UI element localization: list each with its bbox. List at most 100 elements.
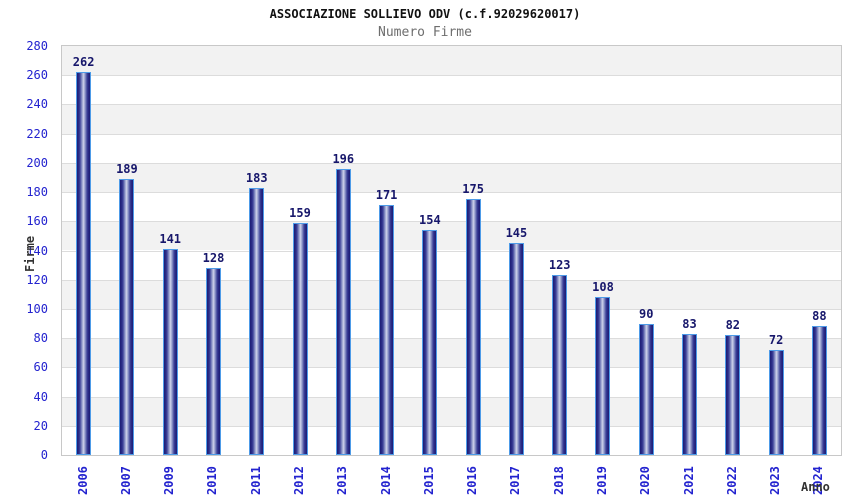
x-tick-label: 2023	[768, 466, 783, 495]
grid-band	[62, 133, 841, 163]
grid-line	[62, 396, 841, 398]
bar-value-label: 196	[332, 151, 355, 166]
bar	[811, 326, 827, 455]
grid-band	[62, 192, 841, 222]
bar-value-label: 141	[159, 232, 182, 247]
bar-value-label: 83	[682, 316, 697, 331]
grid-line	[62, 104, 841, 106]
grid-line	[62, 75, 841, 77]
bar	[552, 275, 568, 455]
bar	[162, 249, 178, 455]
x-tick-label: 2020	[638, 466, 653, 495]
x-tick-label: 2010	[205, 466, 220, 495]
grid-band	[62, 104, 841, 134]
y-tick-label: 0	[40, 448, 48, 462]
bar	[508, 243, 524, 455]
y-axis-title: Firme	[23, 235, 37, 272]
x-tick-label: 2022	[724, 466, 739, 495]
chart-title: ASSOCIAZIONE SOLLIEVO ODV (c.f.920296200…	[269, 7, 581, 21]
grid-line	[62, 425, 841, 427]
x-tick-label: 2011	[248, 466, 263, 495]
grid-band	[62, 46, 841, 76]
bar-value-label: 82	[725, 318, 741, 333]
grid-band	[62, 279, 841, 309]
bar	[205, 268, 221, 455]
bar-value-label: 108	[592, 280, 614, 295]
bar-value-label: 90	[639, 306, 654, 321]
y-tick-label: 280	[26, 39, 48, 53]
bar-value-label: 154	[419, 213, 441, 228]
x-axis-title: Anno	[801, 480, 830, 494]
bar	[335, 168, 351, 455]
bar-value-label: 159	[289, 205, 311, 220]
grid-band	[62, 221, 841, 251]
x-tick-label: 2009	[162, 466, 177, 495]
grid-band	[62, 367, 841, 397]
bar	[249, 187, 265, 455]
y-tick-label: 40	[33, 389, 48, 404]
grid-line	[62, 162, 841, 164]
x-tick-label: 2014	[378, 466, 393, 495]
grid-line	[62, 279, 841, 281]
bar	[76, 72, 92, 455]
bar	[768, 349, 784, 455]
x-tick-label: 2006	[75, 466, 90, 495]
y-tick-label: 200	[26, 155, 48, 170]
bar-value-label: 175	[462, 182, 484, 197]
bar	[682, 333, 698, 455]
y-tick-label: 80	[33, 331, 48, 346]
bar-value-label: 183	[245, 170, 268, 185]
bar-value-label: 189	[116, 161, 138, 176]
y-tick-label: 120	[26, 272, 48, 287]
grid-line	[62, 338, 841, 340]
bar	[379, 205, 395, 455]
grid-band	[62, 425, 841, 455]
y-tick-label: 20	[33, 418, 48, 433]
x-tick-label: 2015	[421, 466, 436, 495]
bar-value-label: 145	[505, 226, 528, 241]
grid-line	[62, 308, 841, 310]
x-tick-label: 2012	[292, 466, 307, 495]
y-tick-label: 160	[26, 214, 48, 229]
bar	[422, 230, 438, 455]
x-tick-label: 2021	[681, 466, 696, 495]
bar-value-label: 88	[812, 309, 827, 324]
bar-value-label: 123	[548, 258, 571, 273]
bar-value-label: 128	[202, 251, 225, 266]
grid-band	[62, 308, 841, 339]
bar	[595, 297, 611, 455]
y-tick-label: 100	[26, 301, 48, 316]
y-tick-label: 140	[26, 243, 48, 258]
grid-line	[62, 250, 841, 252]
y-tick-label: 240	[26, 97, 48, 112]
bar-value-label: 72	[768, 332, 784, 347]
bar	[638, 323, 654, 455]
grid-line	[62, 221, 841, 223]
y-tick-label: 180	[26, 185, 48, 200]
bar	[465, 199, 481, 455]
grid-band	[62, 162, 841, 193]
bar-value-label: 171	[375, 188, 398, 203]
plot-area	[62, 46, 841, 455]
grid-line	[62, 367, 841, 369]
grid-line	[62, 133, 841, 135]
x-tick-label: 2013	[335, 466, 350, 495]
grid-band	[62, 75, 841, 105]
y-tick-label: 60	[33, 360, 48, 375]
grid-band	[62, 338, 841, 368]
x-tick-label: 2016	[465, 466, 480, 495]
x-tick-label: 2007	[118, 466, 133, 495]
y-tick-label: 220	[26, 126, 48, 141]
bar-value-label: 262	[72, 55, 95, 70]
grid-band	[62, 250, 841, 280]
chart-subtitle: Numero Firme	[378, 25, 472, 40]
x-tick-label: 2019	[594, 466, 609, 495]
bar	[119, 178, 135, 455]
grid-band	[62, 396, 841, 426]
bar	[292, 222, 308, 455]
x-tick-label: 2017	[508, 466, 523, 495]
y-tick-label: 260	[26, 68, 48, 83]
bar	[725, 335, 741, 455]
grid-line	[62, 192, 841, 194]
